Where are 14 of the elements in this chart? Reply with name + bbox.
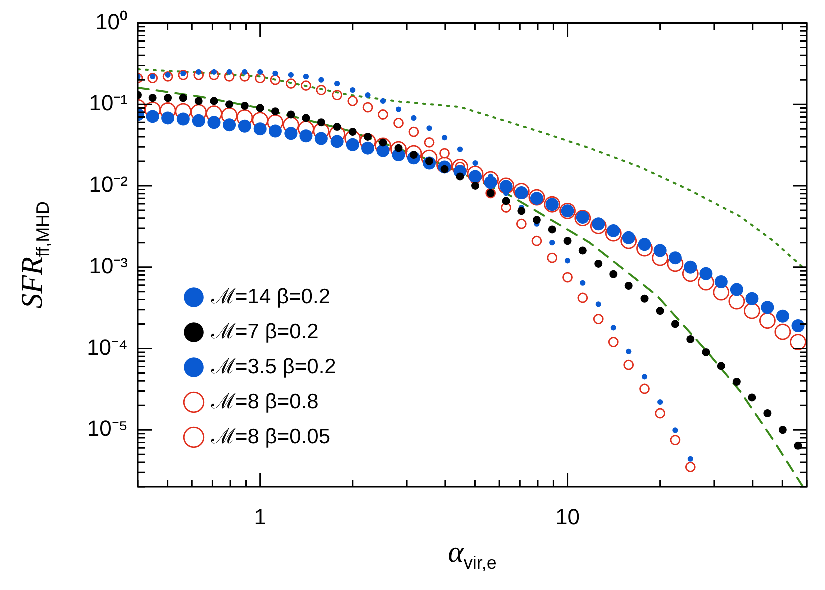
y-tick-label: 10⁻⁴ <box>87 334 128 360</box>
y-tick-label: 10⁻³ <box>89 253 128 278</box>
y-axis-title: SFRff,MHD <box>16 201 53 309</box>
y-tick-label: 10⁻² <box>89 172 128 198</box>
legend-label: ℳ=8 β=0.05 <box>210 425 330 448</box>
legend-label: ℳ=8 β=0.8 <box>210 390 319 414</box>
legend-label: ℳ=7 β=0.2 <box>210 320 319 344</box>
legend-label: ℳ=14 β=0.2 <box>210 285 330 308</box>
x-tick-label: 10 <box>556 504 580 530</box>
y-tick-label: 10⁰ <box>96 9 128 34</box>
x-tick-label: 1 <box>254 504 266 530</box>
legend-label: ℳ=3.5 β=0.2 <box>210 355 336 378</box>
y-tick-label: 10⁻¹ <box>89 90 128 116</box>
y-tick-label: 10⁻⁵ <box>87 416 128 442</box>
